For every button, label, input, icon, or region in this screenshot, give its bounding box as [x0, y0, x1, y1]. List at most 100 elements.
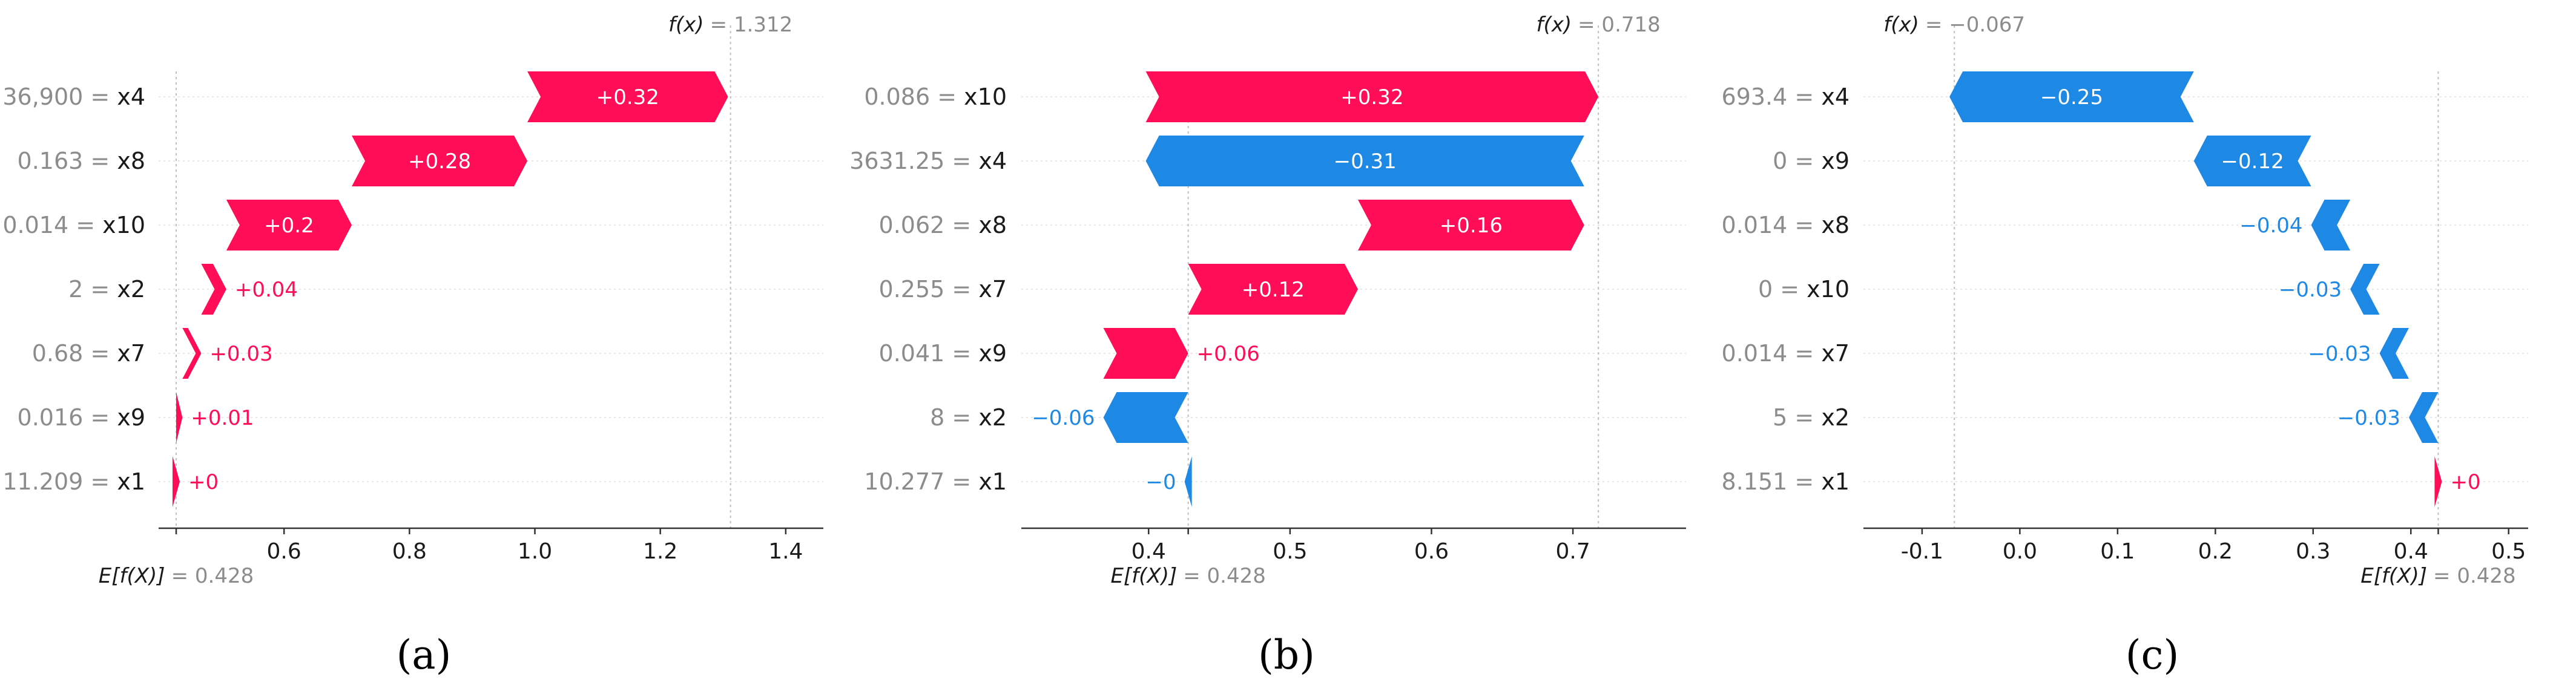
feature-name: x7: [117, 340, 145, 367]
bar-x10: [2350, 264, 2380, 315]
base-value-label: E[f(X)] = 0.428: [99, 564, 254, 588]
caption-c: (c): [2126, 632, 2179, 678]
bar-x1: [1184, 456, 1192, 507]
bar-x7: [182, 328, 202, 379]
equals-sign: =: [944, 212, 978, 238]
base-label-value: = 0.428: [1183, 564, 1266, 588]
equals-sign: =: [1773, 276, 1807, 303]
output-label-symbol: f(x): [1537, 13, 1572, 37]
feature-label-x4: 3631.25 = x4: [849, 148, 1007, 174]
bar-x4: [1949, 71, 2194, 122]
contribution-label-x10: +0.2: [264, 214, 314, 238]
feature-label-x9: 0.041 = x9: [879, 340, 1007, 367]
caption-a: (a): [397, 632, 452, 678]
contribution-label-x1: −0: [1146, 470, 1176, 494]
feature-value: 2: [68, 276, 83, 303]
feature-name: x9: [1821, 148, 1850, 174]
bar-x2: [201, 264, 226, 315]
equals-sign: =: [944, 468, 978, 495]
feature-value: 0.255: [879, 276, 945, 303]
contribution-label-x2: −0.03: [2337, 406, 2400, 430]
bar-x8: [2311, 200, 2351, 251]
feature-label-x2: 2 = x2: [68, 276, 145, 303]
bar-x9: [2193, 136, 2311, 186]
bar-x2: [2409, 392, 2439, 443]
bar-x9: [176, 392, 183, 443]
caption-b: (b): [1258, 632, 1315, 678]
equals-sign: =: [1787, 84, 1821, 110]
base-label-symbol: E[f(X)]: [1110, 564, 1177, 588]
panel-a: +0.32 36,900 = x4 +0.28 0.163 = x8 +0.2 0.014…: [2, 13, 823, 588]
equals-sign: =: [930, 84, 964, 110]
equals-sign: =: [1787, 404, 1821, 431]
base-label-value: = 0.428: [2433, 564, 2516, 588]
output-label-value: = −0.067: [1925, 13, 2025, 37]
base-label-value: = 0.428: [171, 564, 254, 588]
equals-sign: =: [83, 340, 117, 367]
feature-label-x1: 8.151 = x1: [1722, 468, 1850, 495]
contribution-label-x10: −0.03: [2279, 278, 2342, 302]
output-label-value: = 1.312: [710, 13, 793, 37]
feature-name: x8: [978, 212, 1007, 238]
bar-x8: [352, 136, 528, 186]
x-tick-label: 0.3: [2296, 539, 2330, 564]
contribution-label-x1: +0: [2450, 470, 2480, 494]
x-tick-label: 0.5: [1273, 539, 1307, 564]
bar-x10: [1145, 71, 1599, 122]
feature-value: 0.016: [18, 404, 84, 431]
equals-sign: =: [944, 340, 978, 367]
feature-label-x9: 0 = x9: [1773, 148, 1850, 174]
bar-x1: [173, 456, 180, 507]
contribution-label-x4: +0.32: [596, 85, 659, 110]
feature-value: 0.041: [879, 340, 945, 367]
feature-label-x8: 0.062 = x8: [879, 212, 1007, 238]
equals-sign: =: [944, 276, 978, 303]
feature-name: x2: [978, 404, 1007, 431]
base-value-label: E[f(X)] = 0.428: [1110, 564, 1265, 588]
feature-name: x8: [1821, 212, 1850, 238]
contribution-label-x7: +0.03: [209, 342, 272, 366]
feature-name: x4: [1821, 84, 1850, 110]
feature-label-x7: 0.014 = x7: [1722, 340, 1850, 367]
feature-value: 10.277: [864, 468, 944, 495]
equals-sign: =: [83, 84, 117, 110]
feature-value: 0.163: [18, 148, 84, 174]
feature-name: x1: [117, 468, 145, 495]
feature-label-x4: 36,900 = x4: [2, 84, 145, 110]
output-label-value: = 0.718: [1578, 13, 1661, 37]
feature-name: x1: [978, 468, 1007, 495]
x-tick-label: 0.4: [1132, 539, 1166, 564]
panel-c: −0.25 693.4 = x4 −0.12 0 = x9 −0.04 0.014 = x…: [1722, 13, 2528, 588]
feature-label-x10: 0.086 = x10: [864, 84, 1007, 110]
bar-x7: [1188, 264, 1359, 315]
feature-name: x9: [117, 404, 145, 431]
base-value-label: E[f(X)] = 0.428: [2360, 564, 2515, 588]
bar-x10: [226, 200, 352, 251]
x-tick-label: 0.4: [2394, 539, 2428, 564]
contribution-label-x9: +0.01: [191, 406, 254, 430]
feature-name: x10: [1807, 276, 1850, 303]
equals-sign: =: [83, 276, 117, 303]
output-value-label: f(x) = 0.718: [1537, 13, 1661, 37]
x-tick-label: 1.0: [518, 539, 552, 564]
feature-name: x7: [978, 276, 1007, 303]
contribution-label-x4: −0.25: [2040, 85, 2103, 110]
contribution-label-x7: −0.03: [2308, 342, 2371, 366]
equals-sign: =: [1787, 212, 1821, 238]
feature-label-x2: 8 = x2: [930, 404, 1007, 431]
panel-b: +0.32 0.086 = x10 −0.31 3631.25 = x4 +0.16 0.…: [849, 13, 1686, 588]
contribution-label-x2: −0.06: [1032, 406, 1095, 430]
feature-value: 8.151: [1722, 468, 1788, 495]
output-value-label: f(x) = −0.067: [1883, 13, 2025, 37]
feature-label-x8: 0.014 = x8: [1722, 212, 1850, 238]
x-tick-label: 0.6: [267, 539, 301, 564]
x-tick-label: 0.6: [1414, 539, 1449, 564]
feature-value: 3631.25: [849, 148, 944, 174]
bar-x2: [1103, 392, 1188, 443]
contribution-label-x9: −0.12: [2221, 149, 2284, 174]
feature-name: x1: [1821, 468, 1850, 495]
contribution-label-x7: +0.12: [1242, 278, 1305, 302]
feature-label-x10: 0 = x10: [1758, 276, 1850, 303]
feature-value: 0.014: [1722, 212, 1788, 238]
